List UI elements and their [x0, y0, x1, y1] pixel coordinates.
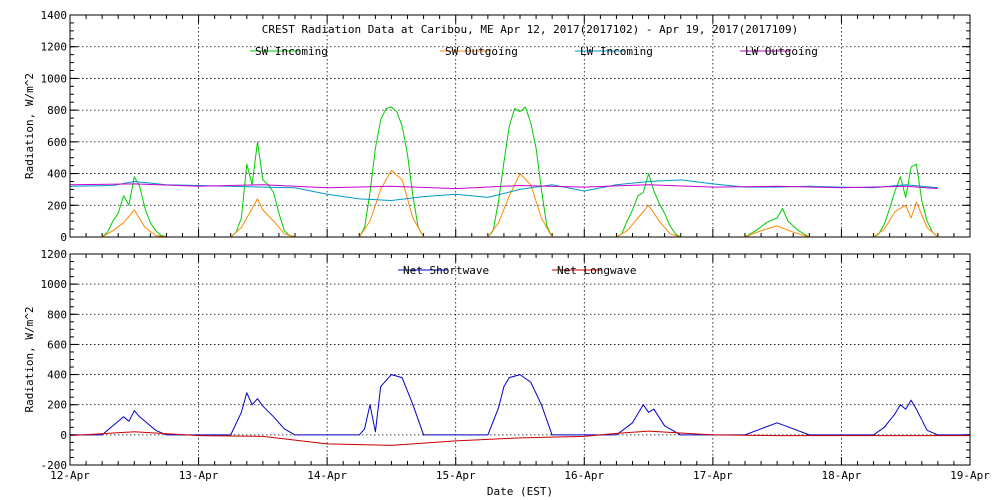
x-tick-label: 14-Apr [307, 469, 347, 482]
y-tick-label: 800 [47, 104, 67, 117]
series-line-sw-incoming [70, 106, 970, 238]
legend-label: Net Longwave [557, 264, 636, 277]
y-tick-label: 1200 [41, 41, 68, 54]
series-line-net-longwave [69, 430, 970, 446]
x-tick-label: 12-Apr [50, 469, 90, 482]
legend-label: SW Outgoing [445, 45, 518, 58]
series-line-lw-outgoing [69, 183, 938, 190]
legend-label: SW Incoming [255, 45, 328, 58]
y-tick-label: 1000 [41, 72, 68, 85]
x-axis-label: Date (EST) [487, 485, 553, 498]
x-tick-label: 16-Apr [564, 469, 604, 482]
y-tick-label: 800 [47, 308, 67, 321]
y-tick-label: 1200 [41, 248, 68, 261]
plot-frame [69, 14, 971, 238]
y-tick-label: 1400 [41, 9, 68, 22]
series-line-lw-incoming [69, 179, 938, 201]
y-tick-label: 0 [60, 429, 67, 442]
legend-label: Net Shortwave [403, 264, 489, 277]
y-axis-label: Radiation, W/m^2 [23, 307, 36, 413]
series-line-sw-outgoing [70, 169, 970, 238]
plot-frame [69, 253, 971, 466]
y-tick-label: 1000 [41, 278, 68, 291]
x-tick-label: 18-Apr [822, 469, 862, 482]
y-tick-label: 0 [60, 231, 67, 244]
legend-label: LW Outgoing [745, 45, 818, 58]
y-axis-label: Radiation, W/m^2 [23, 73, 36, 179]
x-tick-label: 17-Apr [693, 469, 733, 482]
panel-1: 0 200 400 600 800 1000 1200 1400 SW Incoming SW O… [23, 9, 971, 244]
y-tick-label: 600 [47, 338, 67, 351]
series-line-net-shortwave [70, 374, 970, 436]
x-tick-label: 15-Apr [436, 469, 476, 482]
x-tick-label: 19-Apr [950, 469, 990, 482]
y-tick-label: 200 [47, 199, 67, 212]
y-tick-label: 400 [47, 369, 67, 382]
legend-label: LW Incoming [580, 45, 653, 58]
y-tick-label: 200 [47, 399, 67, 412]
y-tick-label: 400 [47, 168, 67, 181]
y-tick-label: 600 [47, 136, 67, 149]
x-tick-label: 13-Apr [179, 469, 219, 482]
panel-2: -200 0 200 400 600 800 1000 1200 Net Shortwave Ne… [23, 248, 990, 498]
chart-title: CREST Radiation Data at Caribou, ME Apr … [262, 23, 798, 36]
y-tick-label: -200 [41, 459, 68, 472]
